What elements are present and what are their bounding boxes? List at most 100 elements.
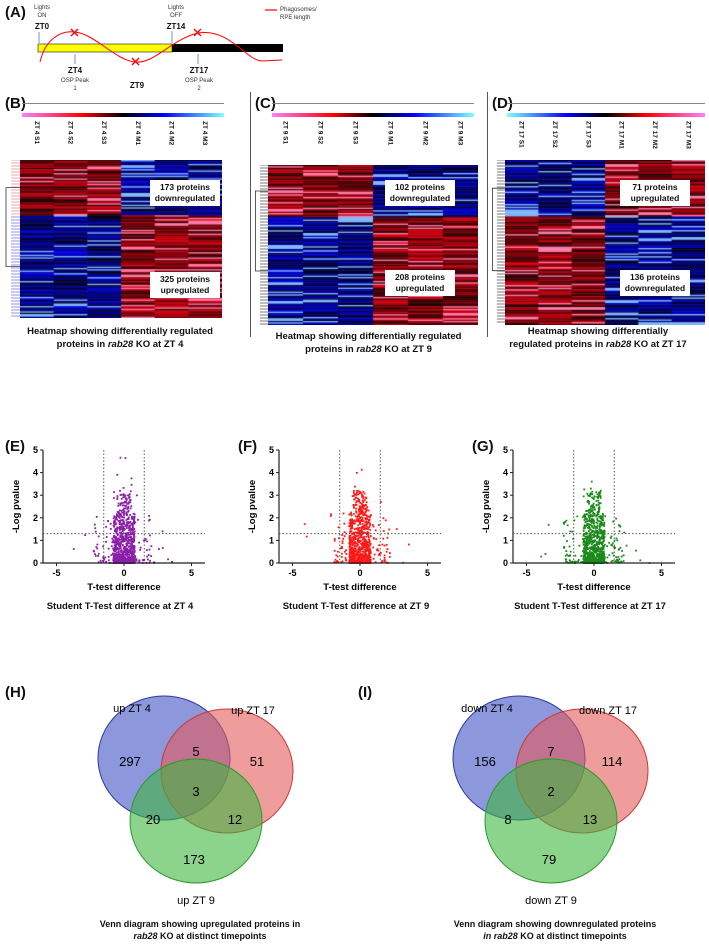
data-point	[617, 556, 620, 558]
data-point	[357, 508, 360, 511]
data-point	[123, 500, 126, 503]
data-point	[603, 536, 606, 539]
data-point	[118, 537, 120, 540]
data-point	[358, 490, 360, 493]
x-tick-label: 5	[659, 568, 664, 578]
data-point	[94, 553, 96, 556]
data-point	[564, 558, 567, 561]
data-point	[351, 555, 354, 558]
data-point	[354, 560, 357, 563]
data-point	[132, 548, 135, 551]
data-point	[544, 553, 547, 555]
data-point	[357, 497, 359, 500]
data-point	[593, 558, 596, 561]
data-point	[353, 519, 356, 522]
data-point	[365, 509, 368, 512]
data-point	[355, 500, 358, 503]
data-point	[357, 524, 360, 527]
data-point	[565, 550, 568, 552]
data-point	[120, 559, 123, 562]
data-point	[586, 526, 589, 529]
data-point	[583, 559, 586, 562]
data-point	[610, 544, 613, 546]
data-point	[598, 556, 601, 559]
data-point	[588, 542, 591, 545]
data-point	[362, 528, 365, 530]
data-point	[368, 526, 371, 528]
data-point	[611, 544, 614, 547]
data-point	[124, 539, 127, 542]
data-point	[353, 547, 356, 550]
caption-line: in rab28 KO at distinct timepoints	[415, 930, 695, 942]
data-point	[585, 532, 588, 535]
data-point	[333, 539, 336, 542]
data-point	[361, 556, 364, 559]
data-point	[601, 543, 603, 546]
data-point	[102, 557, 105, 560]
data-point	[585, 540, 588, 543]
data-point	[601, 533, 604, 535]
set-label-b: up ZT 17	[231, 705, 275, 717]
data-point	[363, 513, 366, 516]
data-point	[600, 524, 603, 527]
column-label: ZT 4 S2	[66, 121, 74, 145]
data-point	[120, 497, 123, 500]
data-point	[617, 524, 620, 527]
data-point	[593, 525, 596, 528]
data-point	[365, 501, 368, 504]
data-point	[590, 546, 593, 548]
data-point	[131, 559, 133, 562]
data-point	[362, 507, 365, 510]
data-point	[361, 538, 364, 541]
data-point	[119, 535, 122, 538]
data-point	[377, 549, 380, 552]
data-point	[601, 519, 604, 522]
data-point	[117, 519, 120, 522]
data-point	[576, 515, 579, 518]
data-point	[131, 526, 134, 528]
data-point	[171, 561, 173, 563]
data-point	[121, 557, 123, 560]
data-point	[120, 553, 123, 556]
data-point	[358, 530, 361, 532]
data-point	[341, 542, 344, 545]
data-point	[599, 516, 602, 519]
column-label: ZT 9 M1	[386, 121, 394, 146]
data-point	[598, 541, 601, 544]
data-point	[364, 531, 367, 534]
data-point	[362, 526, 365, 529]
data-point	[587, 541, 590, 543]
panel-label: (I)	[358, 684, 373, 701]
data-point	[595, 500, 598, 502]
data-point	[119, 512, 122, 515]
data-point	[125, 512, 128, 515]
data-point	[124, 551, 127, 554]
data-point	[600, 521, 603, 524]
data-point	[153, 561, 155, 564]
data-point	[119, 456, 122, 459]
data-point	[123, 549, 126, 552]
data-point	[368, 540, 371, 543]
data-point	[349, 524, 351, 527]
colorbar	[272, 113, 474, 117]
data-point	[354, 536, 357, 538]
data-point	[547, 523, 550, 526]
data-point	[350, 561, 353, 564]
data-point	[128, 496, 131, 498]
data-point	[588, 534, 591, 537]
data-point	[133, 545, 136, 547]
data-point	[126, 547, 129, 550]
data-point	[114, 522, 117, 524]
data-point	[599, 522, 602, 525]
data-point	[128, 539, 130, 542]
data-point	[363, 551, 366, 553]
data-point	[365, 524, 368, 527]
data-point	[588, 539, 591, 542]
data-point	[601, 515, 604, 518]
y-tick-label: 3	[269, 490, 274, 500]
data-point	[129, 524, 132, 527]
data-point	[364, 550, 367, 552]
data-point	[357, 559, 360, 562]
region-count-a: 297	[119, 754, 141, 769]
data-point	[120, 534, 123, 537]
